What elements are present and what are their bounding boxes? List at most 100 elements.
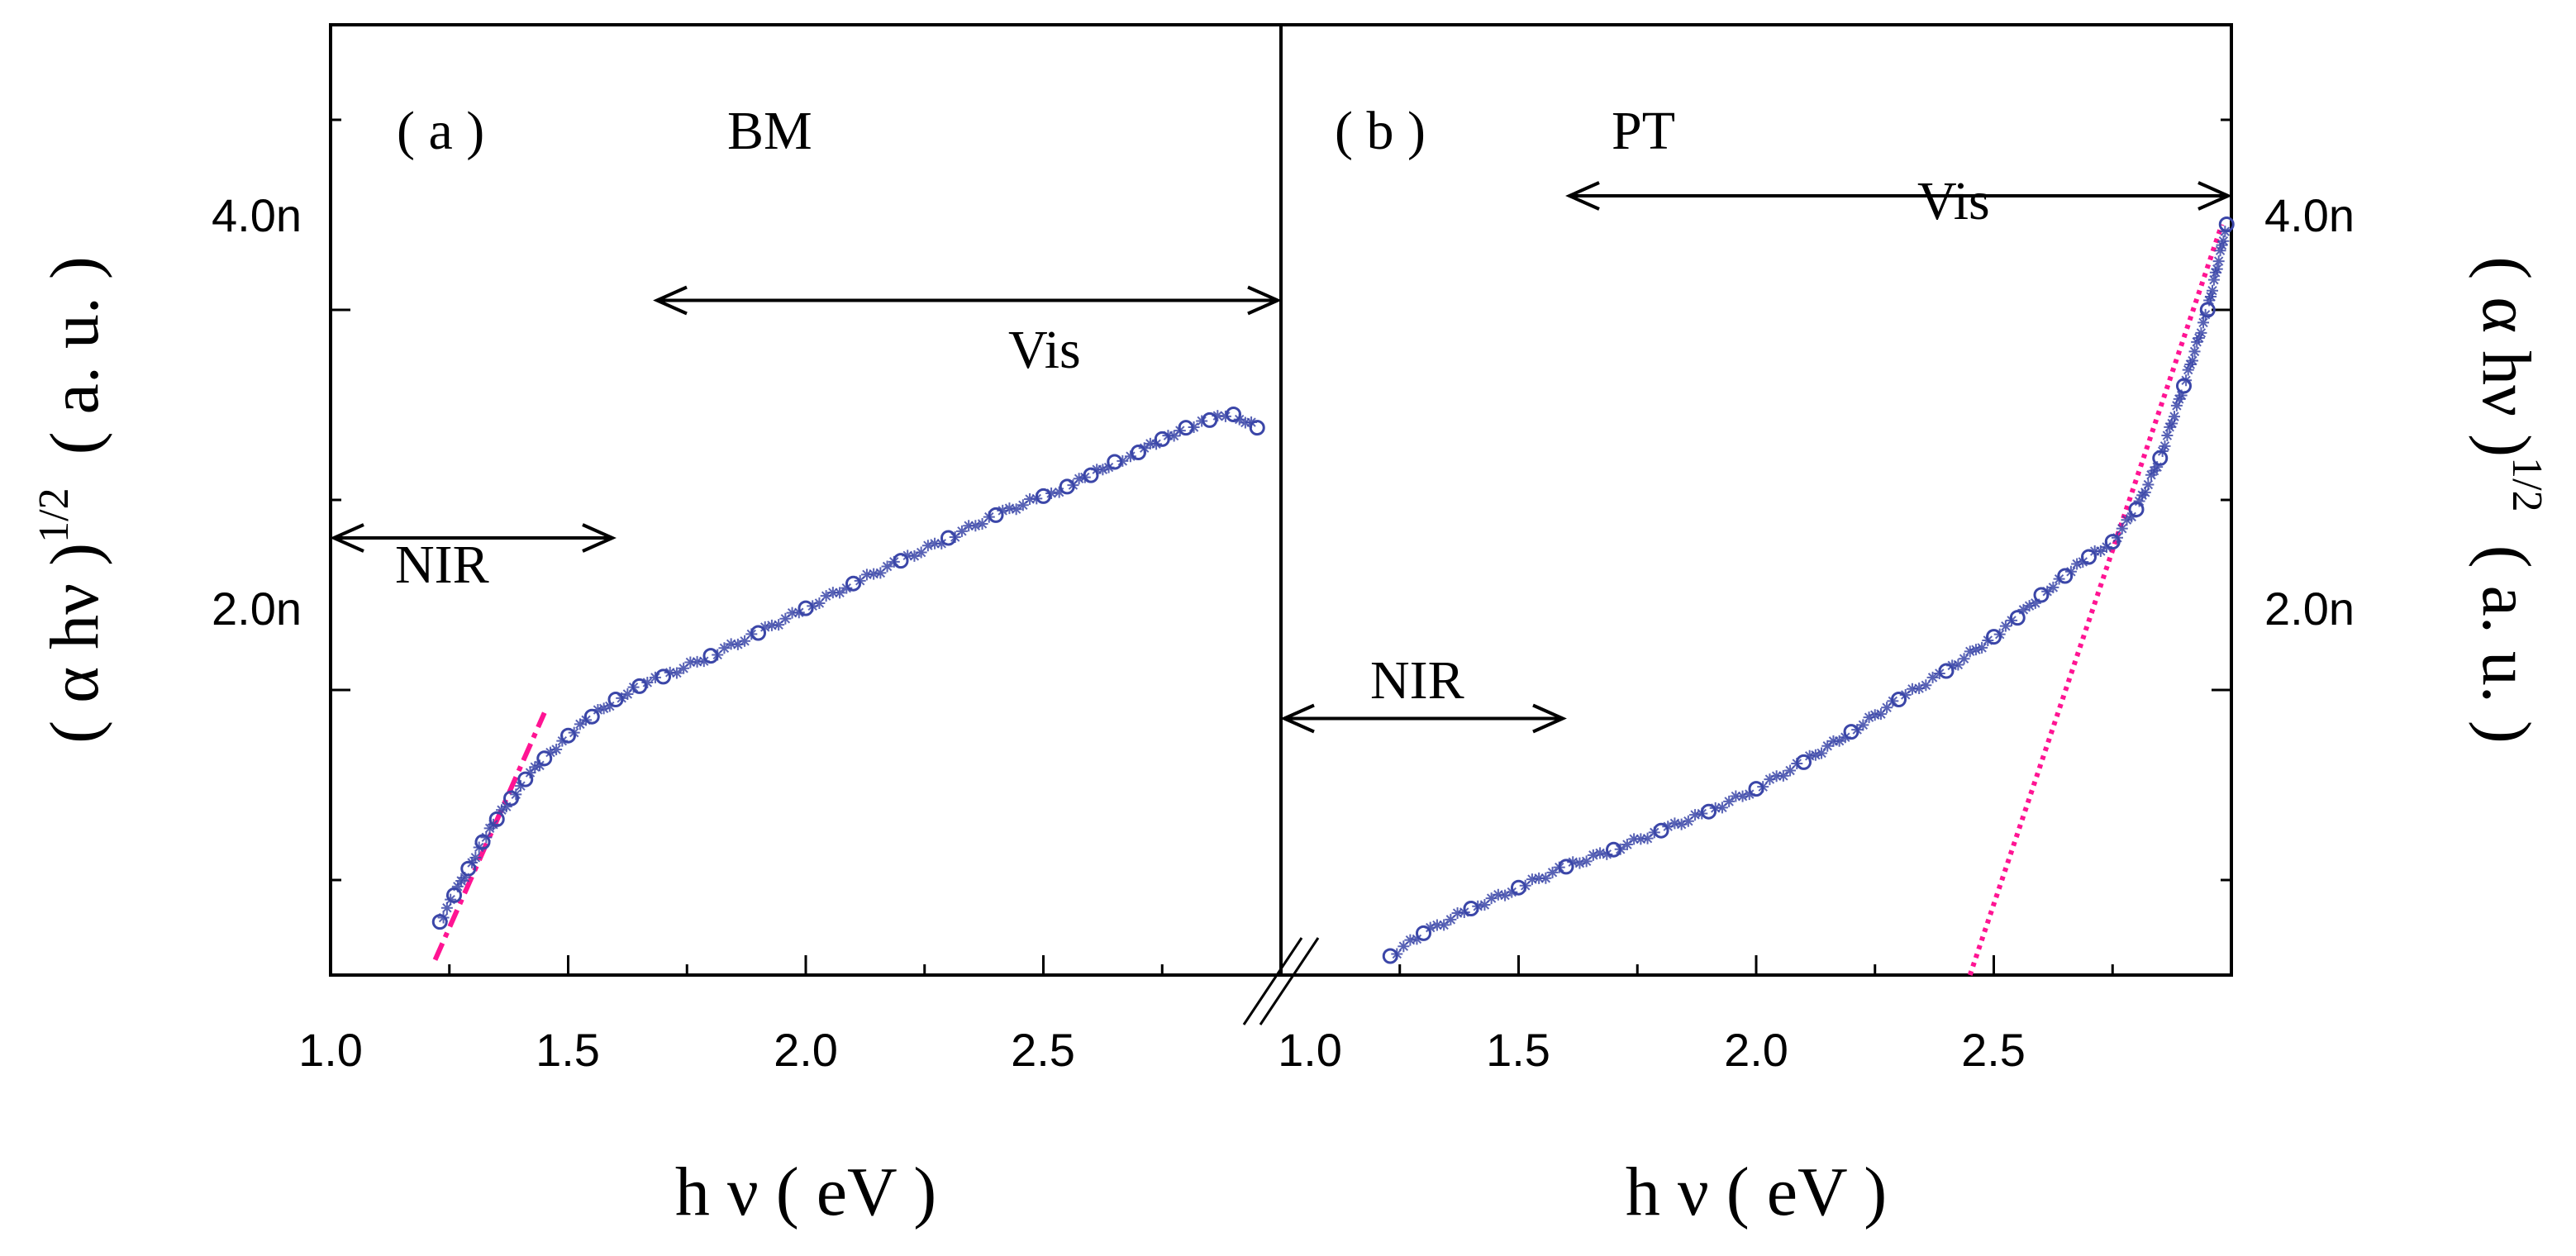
data-point — [698, 655, 710, 668]
data-point — [1784, 764, 1797, 777]
panel-b-ytick-label: 2.0n — [2264, 583, 2355, 635]
data-point — [1662, 821, 1674, 833]
data-point — [2186, 354, 2198, 367]
data-point — [2151, 461, 2164, 473]
data-point — [1999, 620, 2012, 632]
data-point — [2207, 274, 2220, 286]
panel-b-xtick-label: 1.5 — [1486, 1024, 1550, 1076]
axis-break-mark — [1242, 937, 1320, 1025]
data-point — [1777, 769, 1789, 782]
arrow-head-right — [2197, 181, 2232, 211]
data-point — [488, 811, 505, 827]
data-point — [929, 537, 941, 550]
data-point — [1478, 899, 1491, 911]
data-point — [2217, 235, 2230, 247]
data-point — [474, 834, 491, 850]
data-point — [2094, 545, 2107, 557]
data-point — [1245, 416, 1258, 429]
data-point — [1533, 872, 1545, 884]
data-point — [860, 569, 873, 581]
panel-a-ytick-label: 2.0n — [212, 583, 302, 635]
data-point — [1574, 857, 1586, 869]
data-point — [2166, 417, 2178, 430]
data-point — [627, 681, 640, 693]
data-point — [1594, 847, 1607, 859]
data-point — [510, 788, 522, 801]
panel-b-x-axis-title: h ν ( eV ) — [1626, 1154, 1887, 1230]
data-point — [1540, 872, 1552, 884]
data-point — [515, 780, 526, 792]
data-point — [621, 687, 634, 700]
data-point — [473, 841, 485, 854]
data-point — [2203, 294, 2216, 307]
data-point — [1168, 430, 1180, 442]
data-point — [1946, 659, 1959, 672]
data-point — [739, 635, 751, 647]
data-point — [1451, 907, 1464, 920]
data-point — [1017, 499, 1029, 511]
data-point — [1743, 788, 1755, 801]
data-point — [2071, 558, 2083, 570]
data-point — [670, 667, 683, 679]
data-point — [1546, 866, 1559, 878]
panel-b-vis-arrow — [1565, 181, 2232, 211]
data-point — [1391, 948, 1403, 960]
data-point — [2101, 540, 2113, 553]
y-axis-title-exponent: 1/2 — [31, 488, 78, 542]
data-point — [1404, 934, 1417, 946]
data-point — [793, 607, 805, 619]
data-point — [2029, 597, 2041, 609]
data-point — [1648, 826, 1660, 839]
panel-a-fit-line — [432, 711, 547, 961]
data-point — [2161, 430, 2174, 442]
data-point — [2041, 585, 2054, 597]
data-point — [2175, 389, 2188, 402]
data-point — [1933, 667, 1945, 679]
data-point — [466, 857, 479, 868]
data-point — [649, 671, 661, 683]
data-point — [1839, 731, 1851, 744]
data-point — [1920, 679, 1932, 692]
data-point — [2077, 555, 2089, 568]
data-point — [2205, 290, 2217, 302]
panel-a-sample-label: BM — [727, 101, 812, 161]
data-point — [446, 887, 462, 903]
data-point — [1757, 781, 1769, 793]
data-point — [1821, 740, 1834, 752]
data-point — [1431, 919, 1443, 931]
data-point — [1138, 442, 1150, 454]
data-point — [1553, 861, 1565, 873]
data-point — [854, 574, 866, 587]
data-point — [1851, 724, 1864, 736]
data-point — [1124, 450, 1136, 463]
data-point — [1803, 749, 1816, 762]
data-point — [445, 893, 457, 906]
data-point — [691, 655, 703, 668]
data-point — [963, 520, 975, 532]
data-point — [1067, 479, 1079, 492]
panel-b-nir-label: NIR — [1370, 650, 1464, 711]
data-point — [2017, 603, 2030, 616]
data-point — [1675, 818, 1688, 830]
panel-a-x-axis-title: h ν ( eV ) — [675, 1154, 936, 1230]
data-point — [983, 511, 995, 523]
panel-b-xtick-label: 2.0 — [1724, 1024, 1788, 1076]
data-point — [1097, 464, 1109, 476]
data-point — [616, 692, 628, 704]
data-point — [2023, 600, 2036, 612]
data-point — [1031, 492, 1043, 505]
data-point — [1614, 843, 1626, 855]
data-point — [1196, 415, 1208, 427]
panel-b-frame — [1279, 23, 2233, 977]
data-point — [2216, 239, 2228, 251]
data-point — [1816, 747, 1828, 759]
data-point — [1506, 886, 1518, 898]
data-point — [1499, 889, 1512, 902]
data-point — [976, 517, 988, 530]
data-point — [1239, 416, 1251, 429]
data-point — [826, 587, 839, 599]
data-point — [2006, 614, 2018, 626]
data-point — [603, 700, 616, 712]
data-point — [1458, 906, 1470, 918]
data-point — [1162, 430, 1174, 442]
